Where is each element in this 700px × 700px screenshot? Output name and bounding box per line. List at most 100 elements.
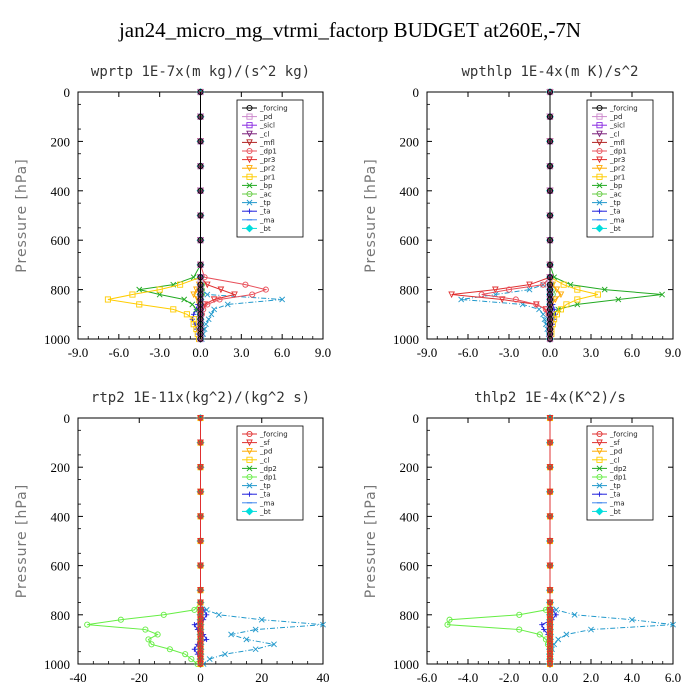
x-tick-label: 4.0 bbox=[624, 670, 640, 685]
data-point bbox=[242, 281, 249, 288]
data-point bbox=[166, 646, 173, 653]
legend-marker bbox=[246, 448, 253, 455]
chart-panel-2: wpthlp 1E-4x(m K)/s^2 Pressure [hPa] -9.0 -… bbox=[363, 64, 681, 360]
data-point bbox=[197, 138, 204, 145]
legend-entry: _ma bbox=[259, 499, 275, 507]
legend-entry: _pr2 bbox=[259, 165, 275, 173]
data-point bbox=[197, 660, 204, 668]
x-tick-label: -3.0 bbox=[499, 345, 520, 360]
data-point bbox=[210, 296, 218, 304]
x-tick-label: -9.0 bbox=[68, 345, 89, 360]
data-point bbox=[197, 163, 204, 170]
data-point bbox=[498, 296, 506, 304]
data-point bbox=[129, 291, 136, 298]
legend: _forcing_sf_pd_cl_dp2_dp1_tp_ta_ma_bt bbox=[586, 425, 654, 521]
data-point bbox=[197, 439, 204, 446]
legend-entry: _ac bbox=[259, 191, 272, 199]
y-tick-label: 200 bbox=[400, 134, 420, 149]
legend-entry: _pr2 bbox=[609, 165, 625, 173]
legend-entry: _pr3 bbox=[609, 156, 625, 164]
legend-entry: _ta bbox=[259, 208, 271, 216]
data-point bbox=[516, 611, 523, 618]
data-point bbox=[216, 296, 223, 303]
data-point bbox=[563, 301, 570, 308]
legend-entry: _dp1 bbox=[259, 474, 277, 482]
series-line bbox=[446, 418, 551, 664]
data-point bbox=[526, 281, 533, 289]
y-tick-label: 600 bbox=[400, 559, 420, 574]
legend-marker bbox=[246, 130, 253, 138]
legend-marker bbox=[596, 173, 603, 180]
legend-entry: _bt bbox=[609, 225, 621, 233]
legend-marker bbox=[596, 465, 603, 472]
data-point bbox=[541, 316, 548, 323]
y-tick-label: 400 bbox=[400, 184, 420, 199]
data-point bbox=[516, 626, 523, 633]
data-point bbox=[536, 631, 543, 638]
y-tick-label: 800 bbox=[51, 608, 71, 623]
data-point bbox=[320, 621, 326, 628]
data-point bbox=[546, 562, 554, 569]
data-point bbox=[546, 88, 554, 96]
legend-entry: _ac bbox=[609, 191, 622, 199]
y-tick-label: 1000 bbox=[393, 332, 419, 347]
data-point bbox=[249, 291, 256, 298]
legend-entry: _dp1 bbox=[259, 148, 277, 156]
data-point bbox=[197, 261, 204, 268]
legend-marker bbox=[596, 473, 603, 481]
legend-entry: _sf bbox=[609, 439, 620, 447]
data-point bbox=[571, 611, 578, 618]
data-point bbox=[546, 599, 554, 606]
data-point bbox=[197, 212, 204, 219]
data-point bbox=[536, 306, 542, 313]
series-forcing bbox=[197, 88, 204, 343]
x-tick-label: 9.0 bbox=[665, 345, 681, 360]
data-point bbox=[190, 291, 198, 299]
x-tick-label: -6.0 bbox=[417, 670, 438, 685]
data-point bbox=[224, 301, 231, 308]
data-point bbox=[205, 316, 212, 323]
data-point bbox=[546, 488, 554, 495]
legend-entry: _tp bbox=[259, 199, 271, 207]
data-point bbox=[191, 606, 198, 613]
data-point bbox=[177, 281, 184, 288]
data-point bbox=[540, 311, 547, 318]
legend-marker bbox=[246, 147, 253, 155]
data-point bbox=[203, 281, 211, 289]
y-tick-label: 800 bbox=[400, 283, 420, 298]
legend-entry: _dp2 bbox=[259, 465, 277, 473]
data-point bbox=[659, 291, 665, 298]
legend-marker bbox=[246, 473, 253, 481]
x-tick-label: -4.0 bbox=[458, 670, 479, 685]
legend-marker bbox=[246, 465, 253, 472]
data-point bbox=[258, 616, 265, 623]
data-point bbox=[215, 611, 222, 618]
legend-marker bbox=[596, 482, 603, 489]
x-tick-label: 0.0 bbox=[542, 670, 558, 685]
data-point bbox=[458, 296, 465, 303]
data-point bbox=[546, 660, 554, 668]
legend: _forcing_pd_sicl_cl_mfl_dp1_pr3_pr2_pr1_… bbox=[586, 99, 654, 238]
y-tick-label: 200 bbox=[400, 460, 420, 475]
data-point bbox=[533, 301, 540, 308]
legend-entry: _forcing bbox=[609, 105, 638, 113]
legend-entry: _dp1 bbox=[609, 148, 627, 156]
legend-marker bbox=[246, 173, 253, 180]
chart-panel-1: wprtp 1E-7x(m kg)/(s^2 kg) Pressure [hPa]… bbox=[14, 64, 331, 360]
legend-marker bbox=[245, 507, 254, 516]
series-pr3 bbox=[448, 88, 554, 343]
data-point bbox=[197, 414, 204, 422]
data-point bbox=[183, 311, 190, 318]
legend-entry: _pd bbox=[259, 113, 272, 121]
x-tick-label: -20 bbox=[131, 670, 148, 685]
data-point bbox=[492, 286, 499, 294]
data-point bbox=[197, 599, 204, 606]
data-point bbox=[546, 587, 554, 594]
legend-marker bbox=[246, 122, 253, 129]
data-point bbox=[546, 414, 554, 422]
data-point bbox=[670, 621, 676, 628]
legend-marker bbox=[596, 199, 603, 206]
x-tick-label: 0 bbox=[197, 670, 204, 685]
data-point bbox=[204, 301, 211, 308]
data-point bbox=[553, 612, 559, 618]
